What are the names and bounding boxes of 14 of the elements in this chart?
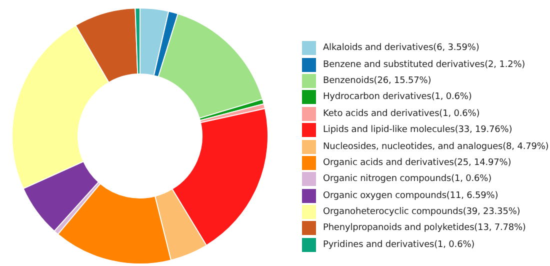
legend-label: Hydrocarbon derivatives(1, 0.6%) bbox=[323, 92, 472, 102]
legend-label: Benzene and substituted derivatives(2, 1.2%) bbox=[323, 60, 526, 70]
legend-label: Pyridines and derivatives(1, 0.6%) bbox=[323, 240, 475, 250]
legend-label: Phenylpropanoids and polyketides(13, 7.78%) bbox=[323, 223, 526, 234]
legend-label: Benzenoids(26, 15.57%) bbox=[323, 76, 432, 86]
legend-label: Keto acids and derivatives(1, 0.6%) bbox=[323, 108, 480, 119]
legend-label: Nucleosides, nucleotides, and analogues(8, 4.79%) bbox=[323, 142, 549, 152]
legend-label: Organoheterocyclic compounds(39, 23.35%) bbox=[323, 207, 520, 218]
legend-label: Organic nitrogen compounds(1, 0.6%) bbox=[323, 174, 492, 184]
legend-label: Organic oxygen compounds(11, 6.59%) bbox=[323, 190, 498, 201]
legend-label: Organic acids and derivatives(25, 14.97%) bbox=[323, 158, 512, 168]
donut-slice bbox=[158, 13, 264, 119]
legend-label: Lipids and lipid-like molecules(33, 19.76%) bbox=[323, 125, 512, 136]
legend-label: Alkaloids and derivatives(6, 3.59%) bbox=[323, 43, 480, 54]
